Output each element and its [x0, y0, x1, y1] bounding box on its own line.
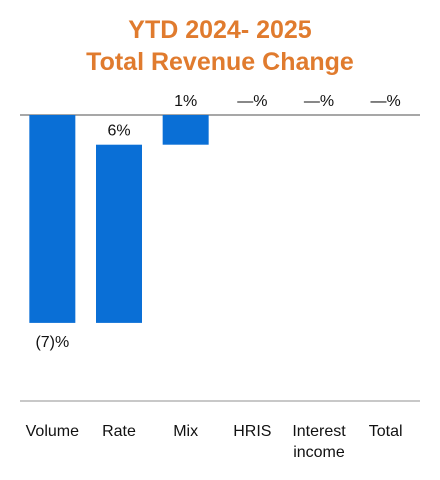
- data-label-hris: —%: [237, 93, 267, 110]
- category-label-hris: HRIS: [233, 423, 271, 440]
- chart-title: YTD 2024- 2025 Total Revenue Change: [0, 14, 440, 78]
- category-label-interest-income: Interest income: [292, 423, 346, 461]
- data-labels-group: (7)% 6% 1% —% —% —%: [35, 93, 400, 351]
- chart-title-line-1: YTD 2024- 2025: [128, 16, 312, 44]
- bars-group: [29, 115, 209, 323]
- bar-mix: [162, 115, 209, 145]
- data-label-mix: 1%: [174, 93, 197, 110]
- data-label-total: —%: [371, 93, 401, 110]
- category-label-mix: Mix: [173, 423, 198, 440]
- data-label-volume: (7)%: [35, 334, 69, 351]
- bar-volume: [29, 115, 76, 323]
- category-label-rate: Rate: [102, 423, 136, 440]
- chart-title-line-2: Total Revenue Change: [86, 48, 354, 76]
- data-label-interest-income: —%: [304, 93, 334, 110]
- category-label-total: Total: [369, 423, 403, 440]
- category-labels-group: Volume Rate Mix HRIS Interest income Total: [26, 423, 403, 461]
- category-label-volume: Volume: [26, 423, 79, 440]
- bar-rate: [96, 144, 142, 323]
- data-label-rate: 6%: [107, 123, 130, 140]
